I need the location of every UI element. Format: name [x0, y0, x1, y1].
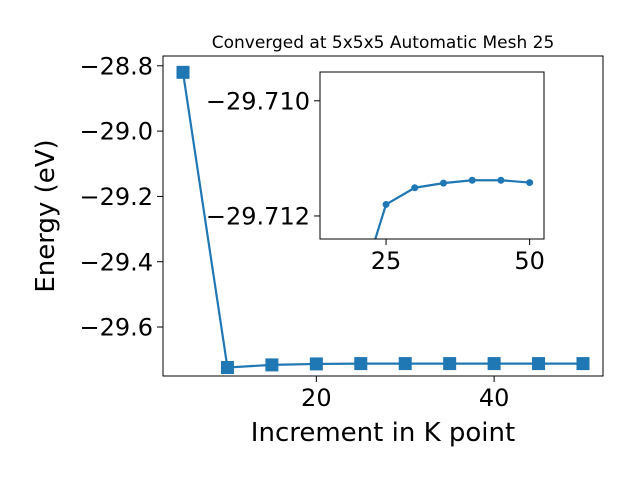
inset-data-point — [439, 179, 447, 187]
main-series-line — [181, 72, 583, 369]
inset-data-point — [526, 179, 534, 187]
inset-x-tick-label: 50 — [514, 247, 545, 275]
main-data-point — [354, 357, 368, 371]
main-y-tick-label: −29.4 — [79, 248, 153, 276]
main-data-point — [398, 357, 412, 371]
inset-y-ticks: −29.712 −29.710 — [206, 87, 320, 231]
inset-series — [374, 176, 534, 239]
inset-data-point — [497, 176, 505, 184]
inset-y-tick-label: −29.712 — [206, 203, 310, 231]
main-data-point — [220, 361, 234, 375]
main-data-point — [176, 65, 190, 79]
inset-y-tick-label: −29.710 — [206, 87, 310, 115]
inset-x-ticks: 25 50 — [371, 239, 545, 275]
inset-data-point — [468, 176, 476, 184]
inset-x-tick-label: 25 — [371, 247, 402, 275]
main-y-tick-label: −29.2 — [79, 183, 153, 211]
main-x-tick-label: 40 — [479, 384, 510, 412]
inset-series-line — [374, 179, 530, 239]
main-data-point — [487, 357, 501, 371]
main-data-point — [443, 357, 457, 371]
main-y-tick-label: −29.0 — [79, 118, 153, 146]
inset-data-point — [411, 184, 419, 192]
main-data-point — [265, 358, 279, 372]
main-y-tick-label: −28.8 — [79, 52, 153, 80]
main-data-point — [309, 357, 323, 371]
main-plot-frame — [162, 55, 604, 377]
inset-chart: 25 50 — [319, 71, 545, 275]
y-axis-label: Energy (eV) — [31, 139, 61, 292]
inset-plot-frame — [319, 71, 545, 240]
main-x-ticks: 20 40 — [301, 376, 509, 412]
x-axis-label: Increment in K point — [251, 418, 515, 448]
main-y-tick-label: −29.6 — [79, 314, 153, 342]
inset-data-point — [382, 200, 390, 208]
chart-title: Converged at 5x5x5 Automatic Mesh 25 — [212, 33, 555, 53]
main-series — [176, 65, 590, 375]
main-data-point — [576, 357, 590, 371]
main-x-tick-label: 20 — [301, 384, 332, 412]
inset-plot-area — [320, 72, 544, 239]
main-data-point — [532, 357, 546, 371]
main-y-ticks: −28.8 −29.0 −29.2 −29.4 −29.6 — [79, 52, 163, 342]
